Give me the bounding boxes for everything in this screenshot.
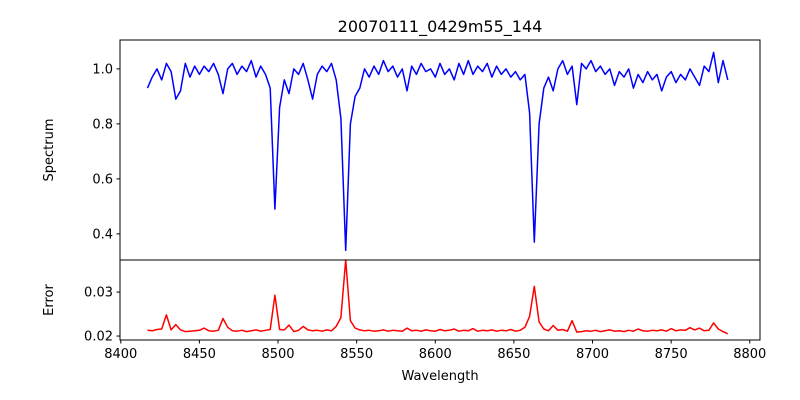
error-line [147, 259, 729, 335]
x-tick-label: 8700 [576, 347, 609, 362]
chart-title: 20070111_0429m55_144 [338, 17, 543, 37]
y-tick-label: 0.6 [92, 172, 113, 187]
error-panel: 0.02 0.03 8400 8450 8500 8550 8600 8650 8700 8750… [84, 259, 766, 362]
x-tick-label: 8650 [497, 347, 530, 362]
x-tick-label: 8400 [104, 347, 137, 362]
x-tick-label: 8550 [340, 347, 373, 362]
x-tick-label: 8600 [419, 347, 452, 362]
y-tick-label: 1.0 [92, 62, 113, 77]
y-tick-label: 0.8 [92, 117, 113, 132]
axes-frame [119, 259, 761, 341]
y-tick-label: 0.4 [92, 227, 113, 242]
x-tick-label: 8450 [183, 347, 216, 362]
x-tick-label: 8750 [655, 347, 688, 362]
y-tick-label: 0.02 [84, 330, 113, 345]
y-axis-label-spectrum: Spectrum [42, 119, 57, 182]
y-tick-label: 0.03 [84, 286, 113, 301]
x-axis-label: Wavelength [401, 369, 478, 384]
x-tick-label: 8800 [733, 347, 766, 362]
spectrum-line [146, 51, 729, 252]
x-tick-label: 8500 [261, 347, 294, 362]
y-axis-label-error: Error [42, 284, 57, 316]
